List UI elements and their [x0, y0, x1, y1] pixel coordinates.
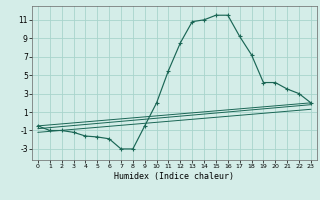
X-axis label: Humidex (Indice chaleur): Humidex (Indice chaleur)	[115, 172, 234, 181]
